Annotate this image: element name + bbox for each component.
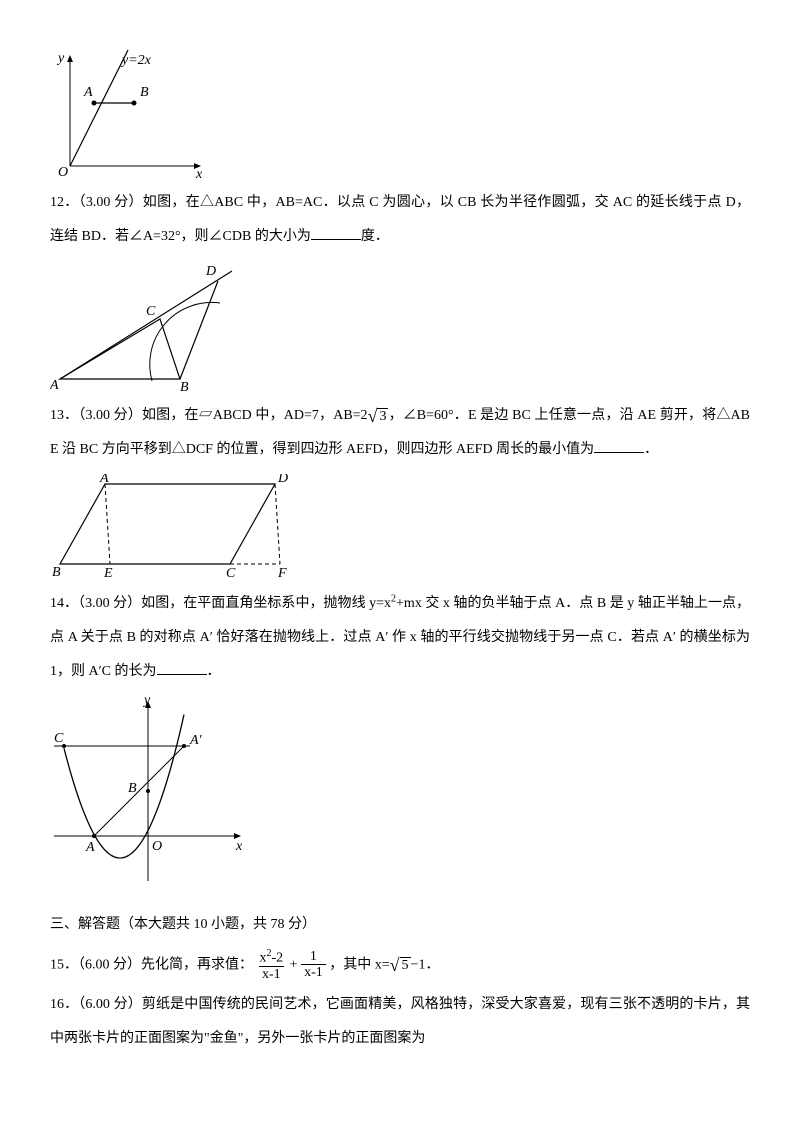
fig3-label-f: F — [277, 566, 287, 579]
point-fig4-b — [146, 789, 150, 793]
line-ad — [60, 271, 232, 379]
fig2-svg: A B C D — [50, 261, 240, 391]
fig4-aprime-label: A′ — [189, 733, 203, 748]
segment-bd — [180, 281, 218, 379]
q14-blank — [157, 660, 207, 675]
fig2-label-b: B — [180, 380, 189, 391]
fig4-a-label: A — [85, 840, 95, 855]
q14-suffix: ． — [207, 664, 221, 679]
q15-sqrt: √5 — [390, 956, 411, 974]
fig3-label-b: B — [52, 565, 61, 579]
q15-mid: ，其中 x= — [329, 957, 389, 972]
x-label: x — [195, 167, 203, 178]
arc-cd — [150, 303, 220, 382]
point-fig4-a — [92, 834, 96, 838]
q12-text: 12．（3.00 分）如图，在△ABC 中，AB=AC．以点 C 为圆心，以 C… — [50, 195, 750, 244]
label-a: A — [83, 85, 93, 100]
fig3-label-c: C — [226, 566, 236, 579]
figure-parabola: y x O A A′ C B — [50, 696, 750, 886]
q14-p1: 14．（3.00 分）如图，在平面直角坐标系中，抛物线 y=x — [50, 596, 391, 611]
point-a — [92, 101, 97, 106]
function-label: y=2x — [120, 53, 152, 68]
fig3-label-a: A — [99, 474, 109, 486]
q15-frac1: x2-2 x-1 — [257, 948, 287, 982]
q15-plus: + — [290, 957, 298, 972]
question-12: 12．（3.00 分）如图，在△ABC 中，AB=AC．以点 C 为圆心，以 C… — [50, 186, 750, 253]
question-14: 14．（3.00 分）如图，在平面直角坐标系中，抛物线 y=x2+mx 交 x … — [50, 587, 750, 688]
fig2-label-c: C — [146, 304, 156, 319]
q13-suffix: ． — [644, 442, 658, 457]
origin-label: O — [58, 165, 68, 178]
fig1-svg: y x O y=2x A B — [50, 48, 210, 178]
q15-suffix: −1． — [411, 957, 440, 972]
fig3-label-e: E — [103, 566, 113, 579]
point-fig4-aprime — [182, 744, 186, 748]
fig4-o-label: O — [152, 839, 162, 854]
fig4-svg: y x O A A′ C B — [50, 696, 250, 886]
question-13: 13．（3.00 分）如图，在▱ABCD 中，AD=7，AB=2√3，∠B=60… — [50, 399, 750, 466]
fig4-c-label: C — [54, 731, 64, 746]
q13-sqrt: √3 — [368, 407, 389, 425]
segment-aaprime — [94, 746, 184, 836]
y-label: y — [56, 51, 65, 66]
fig4-y-label: y — [142, 696, 151, 708]
q15-frac2: 1 x-1 — [301, 949, 326, 981]
figure-parallelogram: A D B E C F — [50, 474, 750, 579]
figure-triangle: A B C D — [50, 261, 750, 391]
fig3-label-d: D — [277, 474, 288, 486]
fig3-svg: A D B E C F — [50, 474, 300, 579]
function-line — [70, 50, 128, 166]
parallelogram-abcd — [60, 484, 275, 564]
q12-suffix: 度． — [361, 229, 389, 244]
segment-ae — [105, 484, 110, 564]
label-b: B — [140, 85, 149, 100]
fig4-x-label: x — [235, 839, 243, 854]
point-b — [132, 101, 137, 106]
q15-prefix: 15．（6.00 分）先化简，再求值： — [50, 957, 253, 972]
question-15: 15．（6.00 分）先化简，再求值： x2-2 x-1 + 1 x-1 ，其中… — [50, 948, 750, 982]
segment-df — [275, 484, 280, 564]
figure-line-graph: y x O y=2x A B — [50, 48, 750, 178]
fig4-b-label: B — [128, 781, 137, 796]
q13-p1: 13．（3.00 分）如图，在▱ABCD 中，AD=7，AB=2 — [50, 408, 368, 423]
q13-blank — [594, 438, 644, 453]
question-16: 16．（6.00 分）剪纸是中国传统的民间艺术，它画面精美，风格独特，深受大家喜… — [50, 988, 750, 1055]
q12-blank — [311, 225, 361, 240]
fig2-label-a: A — [50, 378, 59, 391]
fig2-label-d: D — [205, 264, 216, 279]
section-3-heading: 三、解答题（本大题共 10 小题，共 78 分） — [50, 908, 750, 942]
